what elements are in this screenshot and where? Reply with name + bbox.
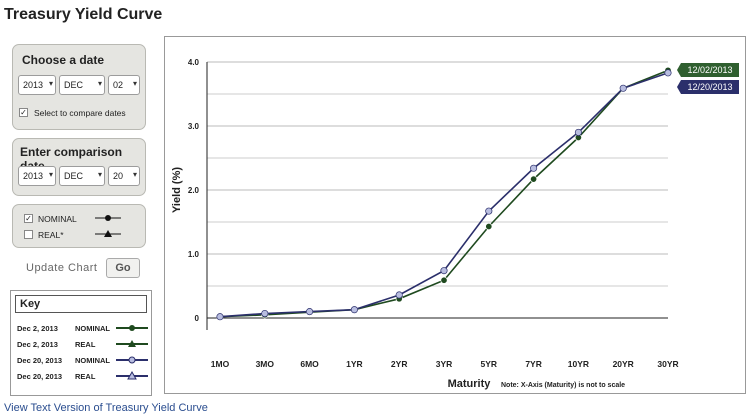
comparison-year-select[interactable]: 2013 ▾ <box>18 166 56 186</box>
y-tick-label: 2.0 <box>188 186 200 195</box>
series-dec20-point <box>530 164 538 172</box>
y-tick-label: 4.0 <box>188 58 200 67</box>
y-tick-label: 1.0 <box>188 250 200 259</box>
x-tick-label: 7YR <box>525 359 542 369</box>
nominal-legend-symbol <box>95 215 121 221</box>
choose-day-value: 02 <box>113 80 124 90</box>
x-tick-label: 10YR <box>568 359 589 369</box>
chevron-down-icon: ▾ <box>97 170 102 179</box>
chart-box: 0 1.0 2.0 3.0 4.0 1MO 3MO 6MO 1YR 2YR 3YR 5YR 7YR 10Y… <box>164 36 746 394</box>
series-dec20-point <box>261 309 269 318</box>
y-tick-label: 3.0 <box>188 122 200 131</box>
page-title: Treasury Yield Curve <box>4 6 163 23</box>
choose-date-panel: Choose a date 2013 ▾ DEC ▾ 02 ▾ ✓ Select… <box>12 44 146 130</box>
key-box: Key Dec 2, 2013 NOMINAL Dec 2, 2013 REAL… <box>10 290 152 396</box>
x-tick-label: 3YR <box>436 359 453 369</box>
nominal-checkbox[interactable]: ✓ <box>24 214 33 223</box>
real-label: REAL* <box>38 230 64 240</box>
series-toggle-panel: ✓ NOMINAL REAL* <box>12 204 146 248</box>
x-axis-note: Note: X-Axis (Maturity) is not to scale <box>501 382 625 389</box>
x-tick-label: 30YR <box>657 359 678 369</box>
series-flag-label: 12/02/2013 <box>687 65 732 75</box>
x-tick-label: 1YR <box>346 359 363 369</box>
key-dec20-nominal-symbol <box>116 356 148 364</box>
series-flag <box>677 80 739 94</box>
choose-year-select[interactable]: 2013 ▾ <box>18 75 56 95</box>
series-dec20-point <box>350 306 358 314</box>
view-text-version-link[interactable]: View Text Version of Treasury Yield Curv… <box>4 402 208 414</box>
series-flag <box>677 63 739 77</box>
x-tick-label: 1MO <box>211 359 230 369</box>
key-dec02-nominal-symbol <box>116 325 148 331</box>
comparison-day-select[interactable]: 20 ▾ <box>108 166 140 186</box>
compare-dates-label: Select to compare dates <box>34 108 126 118</box>
series-dec02-point <box>485 222 493 231</box>
comparison-year-value: 2013 <box>23 171 44 181</box>
y-axis-label: Yield (%) <box>171 167 183 213</box>
comparison-month-value: DEC <box>64 171 84 181</box>
key-row-type: NOMINAL <box>75 356 110 365</box>
comparison-date-panel: Enter comparison date 2013 ▾ DEC ▾ 20 ▾ <box>12 138 146 196</box>
series-dec20-point <box>619 84 627 92</box>
key-row-date: Dec 2, 2013 <box>17 324 58 333</box>
choose-date-title: Choose a date <box>22 53 105 67</box>
x-tick-label: 6MO <box>300 359 319 369</box>
key-row-type: NOMINAL <box>75 324 110 333</box>
yield-curve-chart: 0 1.0 2.0 3.0 4.0 1MO 3MO 6MO 1YR 2YR 3YR 5YR 7YR 10Y… <box>171 58 739 390</box>
series-dec20-point <box>485 207 493 215</box>
series-flag-label: 12/20/2013 <box>687 82 732 92</box>
series-dec02-point <box>440 276 448 284</box>
chevron-down-icon: ▾ <box>132 170 137 179</box>
chevron-down-icon: ▾ <box>48 170 53 179</box>
chevron-down-icon: ▾ <box>132 79 137 88</box>
series-dec20-point <box>216 313 224 321</box>
series-dec02-point <box>530 175 538 183</box>
comparison-day-value: 20 <box>113 171 124 181</box>
compare-dates-checkbox[interactable]: ✓ <box>19 108 28 117</box>
x-axis-label: Maturity <box>448 378 492 390</box>
x-tick-label: 2YR <box>391 359 408 369</box>
nominal-label: NOMINAL <box>38 214 77 224</box>
key-row-type: REAL <box>75 340 96 349</box>
y-tick-label: 0 <box>195 314 200 323</box>
chevron-down-icon: ▾ <box>97 79 102 88</box>
series-dec20-point <box>440 267 448 275</box>
x-tick-label: 20YR <box>613 359 634 369</box>
series-dec20-point <box>574 128 582 136</box>
x-tick-label: 3MO <box>256 359 275 369</box>
key-title: Key <box>15 295 147 313</box>
key-dec20-real-symbol <box>116 371 148 380</box>
go-button[interactable]: Go <box>106 258 140 278</box>
real-checkbox[interactable] <box>24 230 33 239</box>
choose-year-value: 2013 <box>23 80 44 90</box>
choose-month-select[interactable]: DEC ▾ <box>59 75 105 95</box>
chevron-down-icon: ▾ <box>48 79 53 88</box>
key-row-type: REAL <box>75 372 96 381</box>
series-dec20-point <box>664 69 672 77</box>
key-row-date: Dec 20, 2013 <box>17 372 63 381</box>
key-row-date: Dec 20, 2013 <box>17 356 63 365</box>
real-legend-symbol <box>95 230 121 237</box>
comparison-month-select[interactable]: DEC ▾ <box>59 166 105 186</box>
key-row-date: Dec 2, 2013 <box>17 340 58 349</box>
choose-day-select[interactable]: 02 ▾ <box>108 75 140 95</box>
series-dec20-point <box>306 308 314 316</box>
x-tick-label: 5YR <box>481 359 498 369</box>
choose-month-value: DEC <box>64 80 84 90</box>
series-dec20-point <box>395 291 403 299</box>
update-chart-label: Update Chart <box>26 262 98 274</box>
key-dec02-real-symbol <box>116 340 148 347</box>
